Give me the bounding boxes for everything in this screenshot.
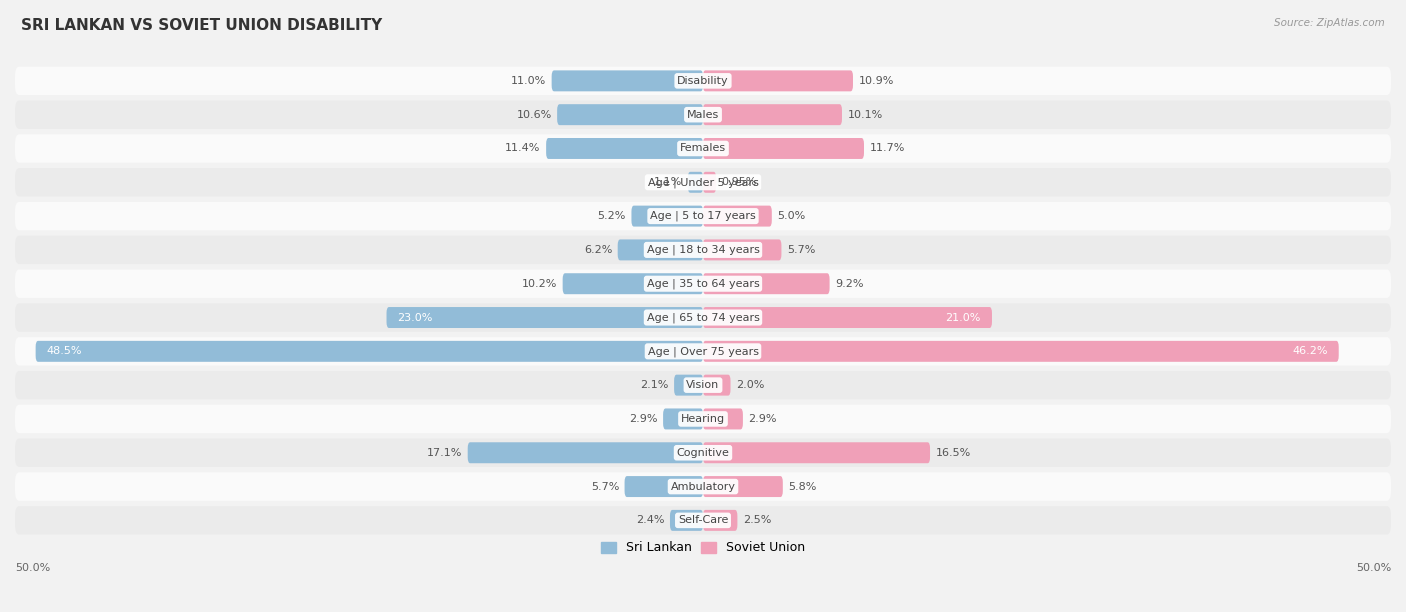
FancyBboxPatch shape (15, 337, 1391, 365)
Text: 2.5%: 2.5% (742, 515, 772, 525)
FancyBboxPatch shape (15, 371, 1391, 400)
Text: 11.0%: 11.0% (510, 76, 546, 86)
Text: Males: Males (688, 110, 718, 120)
Text: Self-Care: Self-Care (678, 515, 728, 525)
FancyBboxPatch shape (703, 239, 782, 260)
FancyBboxPatch shape (673, 375, 703, 395)
FancyBboxPatch shape (703, 206, 772, 226)
FancyBboxPatch shape (15, 506, 1391, 534)
FancyBboxPatch shape (688, 172, 703, 193)
Text: Hearing: Hearing (681, 414, 725, 424)
FancyBboxPatch shape (15, 134, 1391, 163)
FancyBboxPatch shape (624, 476, 703, 497)
FancyBboxPatch shape (468, 442, 703, 463)
Text: Age | Under 5 years: Age | Under 5 years (648, 177, 758, 187)
FancyBboxPatch shape (703, 510, 737, 531)
Text: 2.9%: 2.9% (628, 414, 658, 424)
Text: Ambulatory: Ambulatory (671, 482, 735, 491)
Text: 16.5%: 16.5% (935, 448, 970, 458)
FancyBboxPatch shape (631, 206, 703, 226)
FancyBboxPatch shape (15, 269, 1391, 298)
Text: 17.1%: 17.1% (427, 448, 463, 458)
Text: 1.1%: 1.1% (654, 177, 682, 187)
Text: 0.95%: 0.95% (721, 177, 756, 187)
Text: 11.7%: 11.7% (869, 143, 905, 154)
Text: Age | Over 75 years: Age | Over 75 years (648, 346, 758, 357)
Text: Cognitive: Cognitive (676, 448, 730, 458)
Text: Disability: Disability (678, 76, 728, 86)
FancyBboxPatch shape (15, 67, 1391, 95)
Text: 5.8%: 5.8% (789, 482, 817, 491)
FancyBboxPatch shape (15, 236, 1391, 264)
FancyBboxPatch shape (703, 408, 742, 430)
Text: 5.2%: 5.2% (598, 211, 626, 221)
FancyBboxPatch shape (703, 341, 1339, 362)
FancyBboxPatch shape (703, 476, 783, 497)
Text: Age | 18 to 34 years: Age | 18 to 34 years (647, 245, 759, 255)
Text: 10.6%: 10.6% (516, 110, 551, 120)
FancyBboxPatch shape (671, 510, 703, 531)
FancyBboxPatch shape (15, 405, 1391, 433)
Text: 5.7%: 5.7% (787, 245, 815, 255)
FancyBboxPatch shape (35, 341, 703, 362)
Text: 5.7%: 5.7% (591, 482, 619, 491)
Text: 9.2%: 9.2% (835, 278, 863, 289)
FancyBboxPatch shape (15, 304, 1391, 332)
Text: Age | 65 to 74 years: Age | 65 to 74 years (647, 312, 759, 323)
Text: 11.4%: 11.4% (505, 143, 541, 154)
FancyBboxPatch shape (387, 307, 703, 328)
Text: 10.1%: 10.1% (848, 110, 883, 120)
Text: 5.0%: 5.0% (778, 211, 806, 221)
FancyBboxPatch shape (15, 202, 1391, 230)
FancyBboxPatch shape (703, 172, 716, 193)
FancyBboxPatch shape (562, 273, 703, 294)
Text: Vision: Vision (686, 380, 720, 390)
Text: 10.2%: 10.2% (522, 278, 557, 289)
FancyBboxPatch shape (703, 104, 842, 125)
FancyBboxPatch shape (703, 273, 830, 294)
FancyBboxPatch shape (15, 100, 1391, 129)
Text: 23.0%: 23.0% (398, 313, 433, 323)
Text: 2.9%: 2.9% (748, 414, 778, 424)
Text: 48.5%: 48.5% (46, 346, 82, 356)
FancyBboxPatch shape (703, 307, 993, 328)
FancyBboxPatch shape (557, 104, 703, 125)
FancyBboxPatch shape (15, 439, 1391, 467)
Text: 50.0%: 50.0% (1355, 562, 1391, 573)
FancyBboxPatch shape (546, 138, 703, 159)
Text: 10.9%: 10.9% (859, 76, 894, 86)
FancyBboxPatch shape (15, 472, 1391, 501)
Text: 50.0%: 50.0% (15, 562, 51, 573)
Text: 2.0%: 2.0% (735, 380, 765, 390)
FancyBboxPatch shape (703, 442, 929, 463)
Text: Females: Females (681, 143, 725, 154)
Text: 2.1%: 2.1% (640, 380, 669, 390)
Text: 46.2%: 46.2% (1292, 346, 1327, 356)
Text: Age | 35 to 64 years: Age | 35 to 64 years (647, 278, 759, 289)
Text: SRI LANKAN VS SOVIET UNION DISABILITY: SRI LANKAN VS SOVIET UNION DISABILITY (21, 18, 382, 34)
Text: Age | 5 to 17 years: Age | 5 to 17 years (650, 211, 756, 222)
Text: Source: ZipAtlas.com: Source: ZipAtlas.com (1274, 18, 1385, 28)
FancyBboxPatch shape (703, 375, 731, 395)
Text: 2.4%: 2.4% (636, 515, 665, 525)
FancyBboxPatch shape (617, 239, 703, 260)
Text: 21.0%: 21.0% (946, 313, 981, 323)
FancyBboxPatch shape (15, 168, 1391, 196)
FancyBboxPatch shape (703, 138, 865, 159)
Legend: Sri Lankan, Soviet Union: Sri Lankan, Soviet Union (596, 537, 810, 559)
FancyBboxPatch shape (551, 70, 703, 91)
Text: 6.2%: 6.2% (583, 245, 612, 255)
FancyBboxPatch shape (664, 408, 703, 430)
FancyBboxPatch shape (703, 70, 853, 91)
